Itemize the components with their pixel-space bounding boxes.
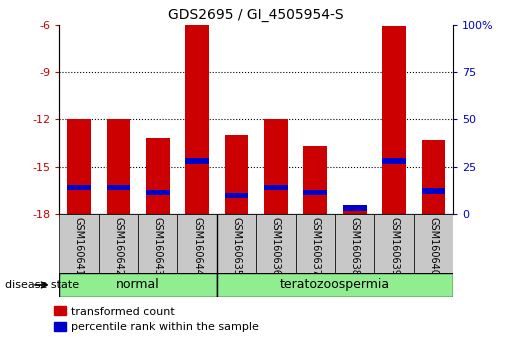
Bar [99,214,138,273]
Bar [303,190,327,195]
Text: normal: normal [116,279,160,291]
Bar [185,158,209,164]
Bar [107,185,130,190]
Text: GSM160642: GSM160642 [113,217,123,276]
Bar [177,214,217,273]
Bar [138,214,177,273]
Text: GSM160640: GSM160640 [428,217,438,276]
Bar [343,205,367,211]
Legend: transformed count, percentile rank within the sample: transformed count, percentile rank withi… [55,307,259,332]
Bar [59,214,99,273]
Bar [422,188,445,194]
Text: teratozoospermia: teratozoospermia [280,279,390,291]
Text: GSM160636: GSM160636 [271,217,281,276]
Bar [225,135,248,214]
Bar [382,158,406,164]
Bar [296,214,335,273]
Text: GSM160637: GSM160637 [311,217,320,276]
Bar [414,214,453,273]
Bar [217,214,256,273]
Bar [146,138,169,214]
Bar [256,214,296,273]
Bar [335,214,374,273]
Bar [225,193,248,198]
Bar [264,185,288,190]
Bar [343,208,367,214]
Bar [374,214,414,273]
Bar [422,140,445,214]
Bar [59,273,217,297]
Bar [303,146,327,214]
Bar [146,190,169,195]
Text: GSM160641: GSM160641 [74,217,84,276]
Bar [107,119,130,214]
Bar [217,273,453,297]
Bar [67,185,91,190]
Text: GSM160638: GSM160638 [350,217,359,276]
Bar [185,25,209,214]
Text: disease state: disease state [5,280,79,290]
Bar [382,26,406,214]
Text: GSM160635: GSM160635 [232,217,242,276]
Text: GSM160643: GSM160643 [153,217,163,276]
Text: GSM160644: GSM160644 [192,217,202,276]
Text: GSM160639: GSM160639 [389,217,399,276]
Bar [264,119,288,214]
Title: GDS2695 / GI_4505954-S: GDS2695 / GI_4505954-S [168,8,344,22]
Bar [67,119,91,214]
